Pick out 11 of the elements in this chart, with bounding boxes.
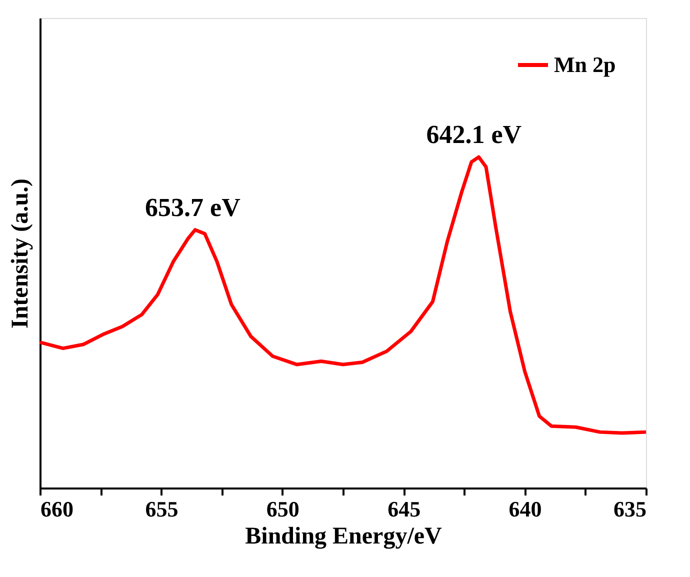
annotation: 653.7 eV: [145, 192, 241, 222]
x-tick-label: 640: [508, 496, 542, 522]
legend-label: Mn 2p: [554, 52, 616, 77]
x-tick-label: 650: [266, 496, 300, 522]
x-axis-title: Binding Energy/eV: [245, 524, 443, 550]
x-tick-label: 655: [145, 496, 178, 522]
x-tick-label: 635: [614, 496, 646, 522]
x-tick-label: 645: [388, 496, 421, 522]
x-tick-label: 660: [40, 496, 74, 522]
annotation: 642.1 eV: [426, 120, 522, 150]
y-axis-title: Intensity (a.u.): [8, 178, 34, 329]
